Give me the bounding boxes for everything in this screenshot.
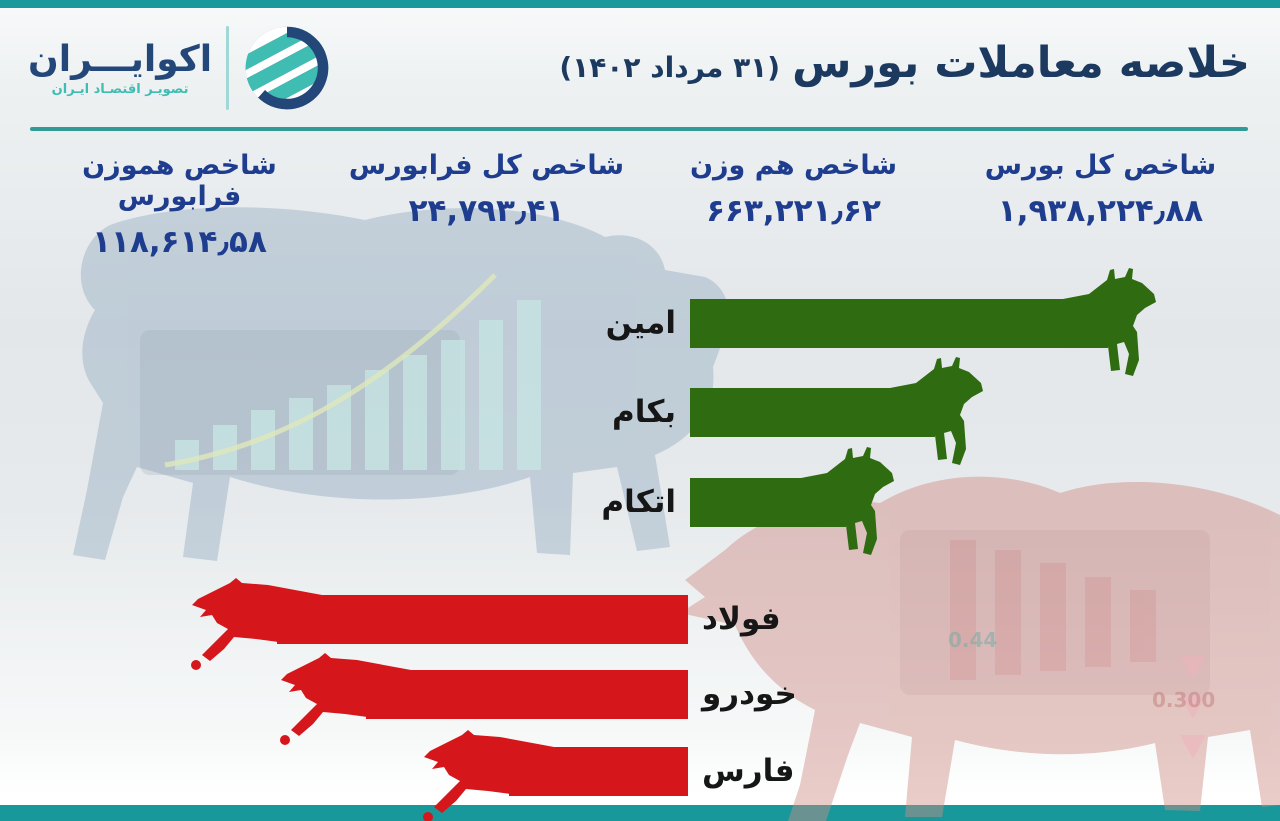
ecoiran-logo-icon [245,26,329,110]
bar-label: فولاد [702,601,781,637]
page-title: خلاصه معاملات بورس (۳۱ مرداد ۱۴۰۲) [559,38,1250,88]
index-value: ۱۱۸,۶۱۴٫۵۸ [92,224,267,260]
watermark-texture-label: 0.44 [948,628,998,652]
header-divider [30,127,1248,131]
index-card: شاخص کل فرابورس ۲۴,۷۹۳٫۴۱ [333,150,640,260]
bar-label: امین [605,305,676,341]
bull-watermark [73,207,729,561]
bear-watermark [680,476,1280,821]
index-value: ۶۶۳,۲۲۱٫۶۲ [706,193,881,229]
index-card: شاخص کل بورس ۱,۹۳۸,۲۲۴٫۸۸ [947,150,1254,260]
index-label: شاخص کل فرابورس [348,150,625,181]
bull-icon [801,447,931,563]
bear-icon [279,648,411,752]
watermark-texture-label: 0.300 [1152,688,1216,712]
index-label: شاخص کل بورس [984,150,1217,181]
brand-tagline: تصویـر اقتصـاد ایـران [51,82,189,98]
bar-label: خودرو [702,676,797,712]
bear-icon [190,573,322,677]
page-title-main: خلاصه معاملات بورس [792,38,1250,88]
bar-label: اتکام [601,484,676,520]
index-value: ۲۴,۷۹۳٫۴۱ [408,193,565,229]
index-label: شاخص هم وزن [689,150,898,181]
indices-row: شاخص کل بورس ۱,۹۳۸,۲۲۴٫۸۸ شاخص هم وزن ۶۶۳,۲… [0,150,1280,260]
brand-logo: اکوایـــران تصویـر اقتصـاد ایـران [28,20,331,116]
logo-separator [226,26,230,110]
gainer-bar [690,299,1108,348]
index-label: شاخص هموزن فرابورس [82,150,277,212]
bottom-accent-strip [0,805,1280,821]
top-accent-strip [0,0,1280,8]
index-value: ۱,۹۳۸,۲۲۴٫۸۸ [997,193,1204,229]
loser-bar [277,595,688,644]
bear-icon [422,725,554,821]
index-card: شاخص هموزن فرابورس ۱۱۸,۶۱۴٫۵۸ [26,150,333,260]
loser-bar [366,670,688,719]
bull-icon [890,357,1020,473]
brand-name: اکوایـــران [28,38,213,80]
index-card: شاخص هم وزن ۶۶۳,۲۲۱٫۶۲ [640,150,947,260]
bar-label: بکام [611,394,676,430]
bar-label: فارس [702,753,795,789]
bull-icon [1063,268,1193,384]
page-title-date: (۳۱ مرداد ۱۴۰۲) [559,51,781,84]
